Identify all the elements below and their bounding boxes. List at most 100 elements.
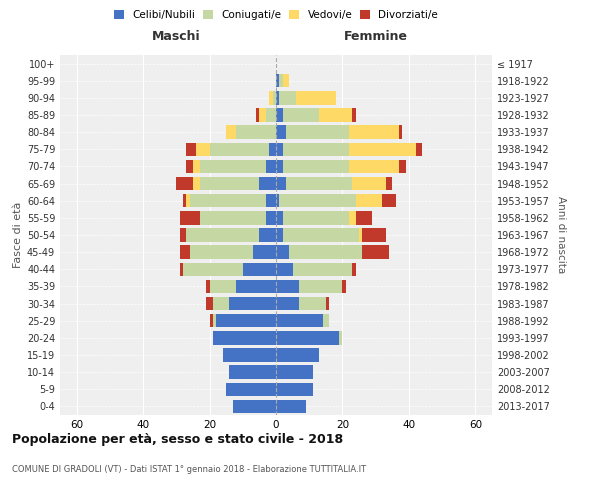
Bar [299, 280, 343, 293]
Bar [259, 228, 276, 241]
Bar [343, 280, 346, 293]
Bar [196, 142, 209, 156]
Bar [193, 160, 200, 173]
Bar [209, 142, 269, 156]
Bar [283, 142, 349, 156]
Bar [283, 74, 289, 88]
Bar [276, 194, 280, 207]
Bar [276, 348, 319, 362]
Bar [183, 262, 243, 276]
Bar [213, 331, 276, 344]
Bar [190, 194, 266, 207]
Bar [339, 331, 343, 344]
Bar [193, 177, 200, 190]
Bar [349, 160, 399, 173]
Bar [276, 177, 286, 190]
Bar [229, 297, 276, 310]
Bar [386, 177, 392, 190]
Bar [276, 366, 313, 379]
Bar [276, 314, 323, 328]
Bar [216, 314, 276, 328]
Bar [352, 108, 356, 122]
Bar [233, 400, 276, 413]
Bar [223, 348, 276, 362]
Bar [352, 262, 356, 276]
Bar [259, 177, 276, 190]
Bar [289, 246, 362, 259]
Bar [362, 228, 386, 241]
Bar [296, 91, 336, 104]
Bar [362, 246, 389, 259]
Bar [266, 194, 276, 207]
Bar [286, 177, 352, 190]
Bar [213, 297, 229, 310]
Bar [276, 108, 283, 122]
Bar [179, 228, 186, 241]
Bar [209, 314, 213, 328]
Bar [186, 142, 196, 156]
Text: COMUNE DI GRADOLI (VT) - Dati ISTAT 1° gennaio 2018 - Elaborazione TUTTITALIA.IT: COMUNE DI GRADOLI (VT) - Dati ISTAT 1° g… [12, 466, 366, 474]
Bar [276, 246, 289, 259]
Bar [276, 211, 283, 224]
Bar [276, 400, 306, 413]
Bar [416, 142, 422, 156]
Bar [272, 91, 276, 104]
Bar [280, 74, 283, 88]
Bar [266, 211, 276, 224]
Bar [200, 211, 266, 224]
Bar [399, 126, 402, 139]
Bar [399, 160, 406, 173]
Bar [276, 382, 313, 396]
Bar [186, 194, 190, 207]
Bar [269, 142, 276, 156]
Bar [179, 246, 190, 259]
Bar [186, 228, 259, 241]
Text: Maschi: Maschi [152, 30, 200, 43]
Legend: Celibi/Nubili, Coniugati/e, Vedovi/e, Divorziati/e: Celibi/Nubili, Coniugati/e, Vedovi/e, Di… [110, 6, 442, 25]
Bar [276, 297, 299, 310]
Y-axis label: Fasce di età: Fasce di età [13, 202, 23, 268]
Bar [286, 126, 349, 139]
Bar [280, 91, 296, 104]
Bar [352, 177, 386, 190]
Bar [206, 297, 213, 310]
Bar [179, 262, 183, 276]
Bar [200, 160, 266, 173]
Bar [356, 194, 382, 207]
Bar [276, 262, 293, 276]
Bar [349, 126, 399, 139]
Bar [293, 262, 352, 276]
Bar [259, 108, 266, 122]
Bar [349, 142, 416, 156]
Bar [229, 366, 276, 379]
Bar [276, 160, 283, 173]
Bar [243, 262, 276, 276]
Bar [319, 108, 352, 122]
Text: Femmine: Femmine [344, 30, 407, 43]
Bar [382, 194, 395, 207]
Bar [283, 108, 319, 122]
Bar [206, 280, 209, 293]
Bar [276, 331, 339, 344]
Bar [283, 228, 359, 241]
Bar [276, 91, 280, 104]
Bar [276, 280, 299, 293]
Bar [276, 74, 280, 88]
Bar [323, 314, 329, 328]
Bar [349, 211, 356, 224]
Bar [276, 142, 283, 156]
Bar [226, 382, 276, 396]
Bar [276, 126, 286, 139]
Bar [183, 194, 186, 207]
Bar [299, 297, 326, 310]
Bar [190, 246, 253, 259]
Bar [283, 160, 349, 173]
Y-axis label: Anni di nascita: Anni di nascita [556, 196, 566, 274]
Bar [209, 280, 236, 293]
Bar [269, 91, 272, 104]
Bar [256, 108, 259, 122]
Bar [266, 108, 276, 122]
Bar [186, 160, 193, 173]
Bar [326, 297, 329, 310]
Bar [213, 314, 216, 328]
